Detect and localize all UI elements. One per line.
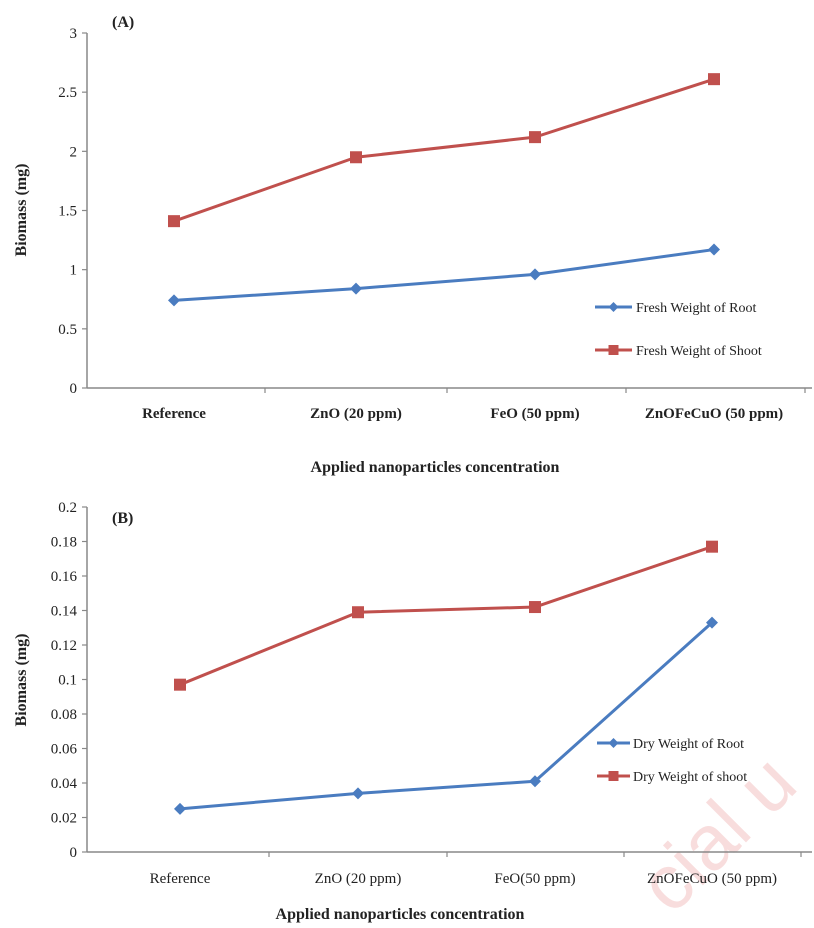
y-tick-label: 0 (70, 845, 78, 861)
data-point-diamond (529, 268, 541, 281)
x-ticks-a: Reference ZnO (20 ppm) FeO (50 ppm) ZnOFeCu… (142, 388, 806, 422)
data-point-square (708, 73, 720, 86)
y-tick-label: 0.18 (51, 535, 77, 551)
legend-label-1: Dry Weight of shoot (633, 770, 747, 785)
y-ticks-a: 0 0.5 1 1.5 2 2.5 3 (58, 26, 87, 397)
y-tick-label: 1 (70, 263, 78, 279)
x-axis-label-a: Applied nanoparticles concentration (311, 459, 560, 476)
x-axis-label-b: Applied nanoparticles concentration (276, 906, 525, 923)
y-tick-label: 1.5 (58, 204, 77, 220)
y-tick-label: 0.16 (51, 569, 78, 585)
y-tick-label: 0 (70, 381, 78, 397)
data-point-diamond (708, 243, 720, 256)
y-tick-label: 0.08 (51, 707, 77, 723)
y-tick-label: 0.12 (51, 638, 77, 654)
series-line-1 (179, 545, 713, 687)
y-tick-label: 0.2 (58, 500, 77, 516)
y-tick-label: 0.14 (51, 604, 78, 620)
y-tick-label: 0.5 (58, 322, 77, 338)
x-ticks-b: Reference ZnO (20 ppm) FeO(50 ppm) ZnOFeCuO… (150, 852, 802, 887)
x-tick-label: Reference (150, 871, 211, 887)
y-tick-label: 0.02 (51, 811, 77, 827)
data-point-square (174, 678, 186, 691)
y-tick-label: 0.06 (51, 742, 78, 758)
legend-marker-diamond (608, 738, 619, 748)
y-axis-label-b: Biomass (mg) (13, 634, 30, 727)
y-tick-label: 2.5 (58, 85, 77, 101)
x-tick-label: ZnO (20 ppm) (310, 406, 402, 422)
x-tick-label: FeO(50 ppm) (494, 871, 575, 887)
data-point-diamond (168, 294, 180, 307)
panel-label-b: (B) (112, 510, 133, 527)
x-tick-label: ZnO (20 ppm) (315, 871, 402, 887)
y-axis-label-a: Biomass (mg) (13, 164, 30, 257)
series-line-0 (173, 248, 715, 302)
y-tick-label: 3 (70, 26, 78, 42)
legend-a: Fresh Weight of Root Fresh Weight of Shoo… (595, 301, 762, 359)
y-tick-label: 0.1 (58, 673, 77, 689)
data-point-square (168, 215, 180, 228)
chart-panel-a: (A) Biomass (mg) Applied nanoparticles c… (13, 14, 812, 476)
data-point-diamond (350, 282, 362, 295)
legend-marker-square (608, 345, 619, 355)
y-ticks-b: 0 0.02 0.04 0.06 0.08 0.1 0.12 0.14 0.16 0.18 0.2 (51, 500, 87, 861)
data-point-square (529, 131, 541, 144)
y-tick-label: 2 (70, 144, 78, 160)
data-point-square (706, 540, 718, 553)
x-tick-label: FeO (50 ppm) (490, 406, 579, 422)
series-line-0 (179, 621, 714, 811)
chart-panel-b: (B) Biomass (mg) Applied nanoparticles c… (13, 500, 812, 923)
x-tick-label: ZnOFeCuO (50 ppm) (645, 406, 783, 422)
data-point-diamond (174, 802, 186, 815)
legend-marker-square (608, 771, 619, 781)
data-point-square (352, 606, 364, 619)
series-layer-b (174, 540, 718, 815)
panel-label-a: (A) (112, 14, 134, 31)
y-tick-label: 0.04 (51, 776, 78, 792)
watermark-text: cial u (622, 738, 813, 928)
data-point-square (529, 601, 541, 614)
data-point-diamond (529, 775, 541, 788)
legend-label-0: Dry Weight of Root (633, 737, 744, 752)
legend-label-1: Fresh Weight of Shoot (636, 344, 762, 359)
series-line-1 (173, 77, 715, 223)
x-tick-label: Reference (142, 406, 206, 422)
data-point-diamond (706, 616, 718, 629)
legend-marker-diamond (608, 302, 619, 312)
data-point-square (350, 151, 362, 164)
legend-label-0: Fresh Weight of Root (636, 301, 756, 316)
data-point-diamond (352, 787, 364, 800)
series-layer-a (168, 73, 720, 307)
legend-b: Dry Weight of Root Dry Weight of shoot (597, 737, 747, 785)
x-tick-label: ZnOFeCuO (50 ppm) (647, 871, 777, 887)
